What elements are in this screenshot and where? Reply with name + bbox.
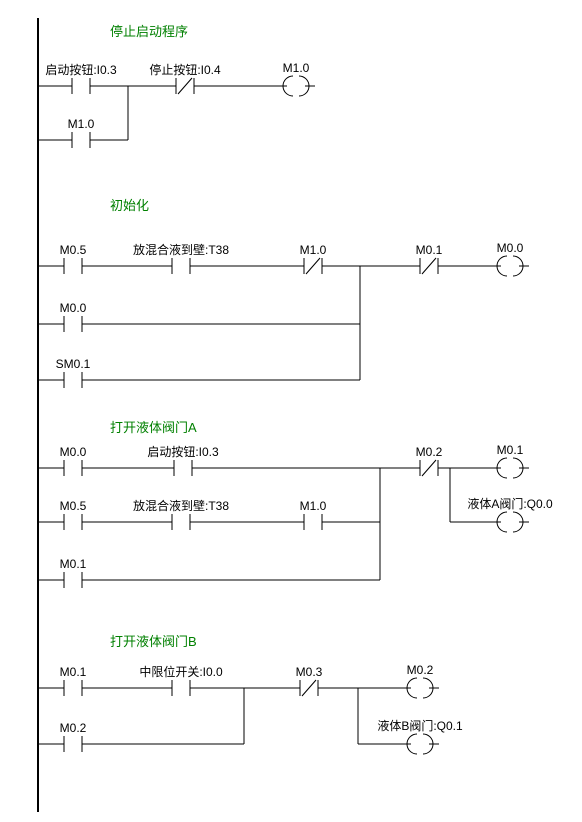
network: 停止启动程序启动按钮:I0.3 停止按钮:I0.4 M1.0 M1.0 [38,24,315,148]
contact-label: M0.3 [296,665,323,679]
contact-label: 启动按钮:I0.3 [147,444,219,459]
contact-label: M1.0 [68,117,95,131]
coil-label: M0.2 [407,663,434,677]
contact-label: M0.1 [416,243,443,257]
coil-label: M0.0 [497,241,524,255]
contact-label: M0.5 [60,499,87,513]
contact-label: 中限位开关:I0.0 [139,664,223,679]
contact-label: M1.0 [300,243,327,257]
ladder-diagram: 停止启动程序启动按钮:I0.3 停止按钮:I0.4 M1.0 M1.0 初始化 M0.5 放… [0,0,582,822]
contact-label: 放混合液到壁:T38 [133,498,229,513]
network-title: 打开液体阀门A [110,420,197,435]
contact-label: M0.1 [60,665,87,679]
contact-label: M0.0 [60,301,87,315]
coil-label: M0.1 [497,443,524,457]
contact-label: M1.0 [300,499,327,513]
coil-label: 液体A阀门:Q0.0 [467,496,553,511]
coil-label: M1.0 [283,61,310,75]
contact-label: 放混合液到壁:T38 [133,242,229,257]
contact-label: M0.5 [60,243,87,257]
network-title: 停止启动程序 [110,24,188,39]
contact-label: M0.0 [60,445,87,459]
contact-label: M0.2 [60,721,87,735]
contact-label: M0.1 [60,557,87,571]
network: 初始化 M0.5 放混合液到壁:T38 M1.0 M0.1 M0.0 M0.0 SM0.1 [38,198,529,388]
contact-label: SM0.1 [56,357,91,371]
contact-label: 启动按钮:I0.3 [45,62,117,77]
contact-label: M0.2 [416,445,443,459]
network-title: 初始化 [110,198,149,213]
coil-label: 液体B阀门:Q0.1 [377,718,463,733]
network-title: 打开液体阀门B [110,634,197,649]
network: 打开液体阀门B M0.1 中限位开关:I0.0 M0.3 M0.2 液体B阀门:Q0.1 M… [38,634,463,754]
contact-label: 停止按钮:I0.4 [149,62,221,77]
network: 打开液体阀门A M0.0 启动按钮:I0.3 M0.2 M0.1 液体A阀门:Q0.0 M0… [38,420,553,588]
